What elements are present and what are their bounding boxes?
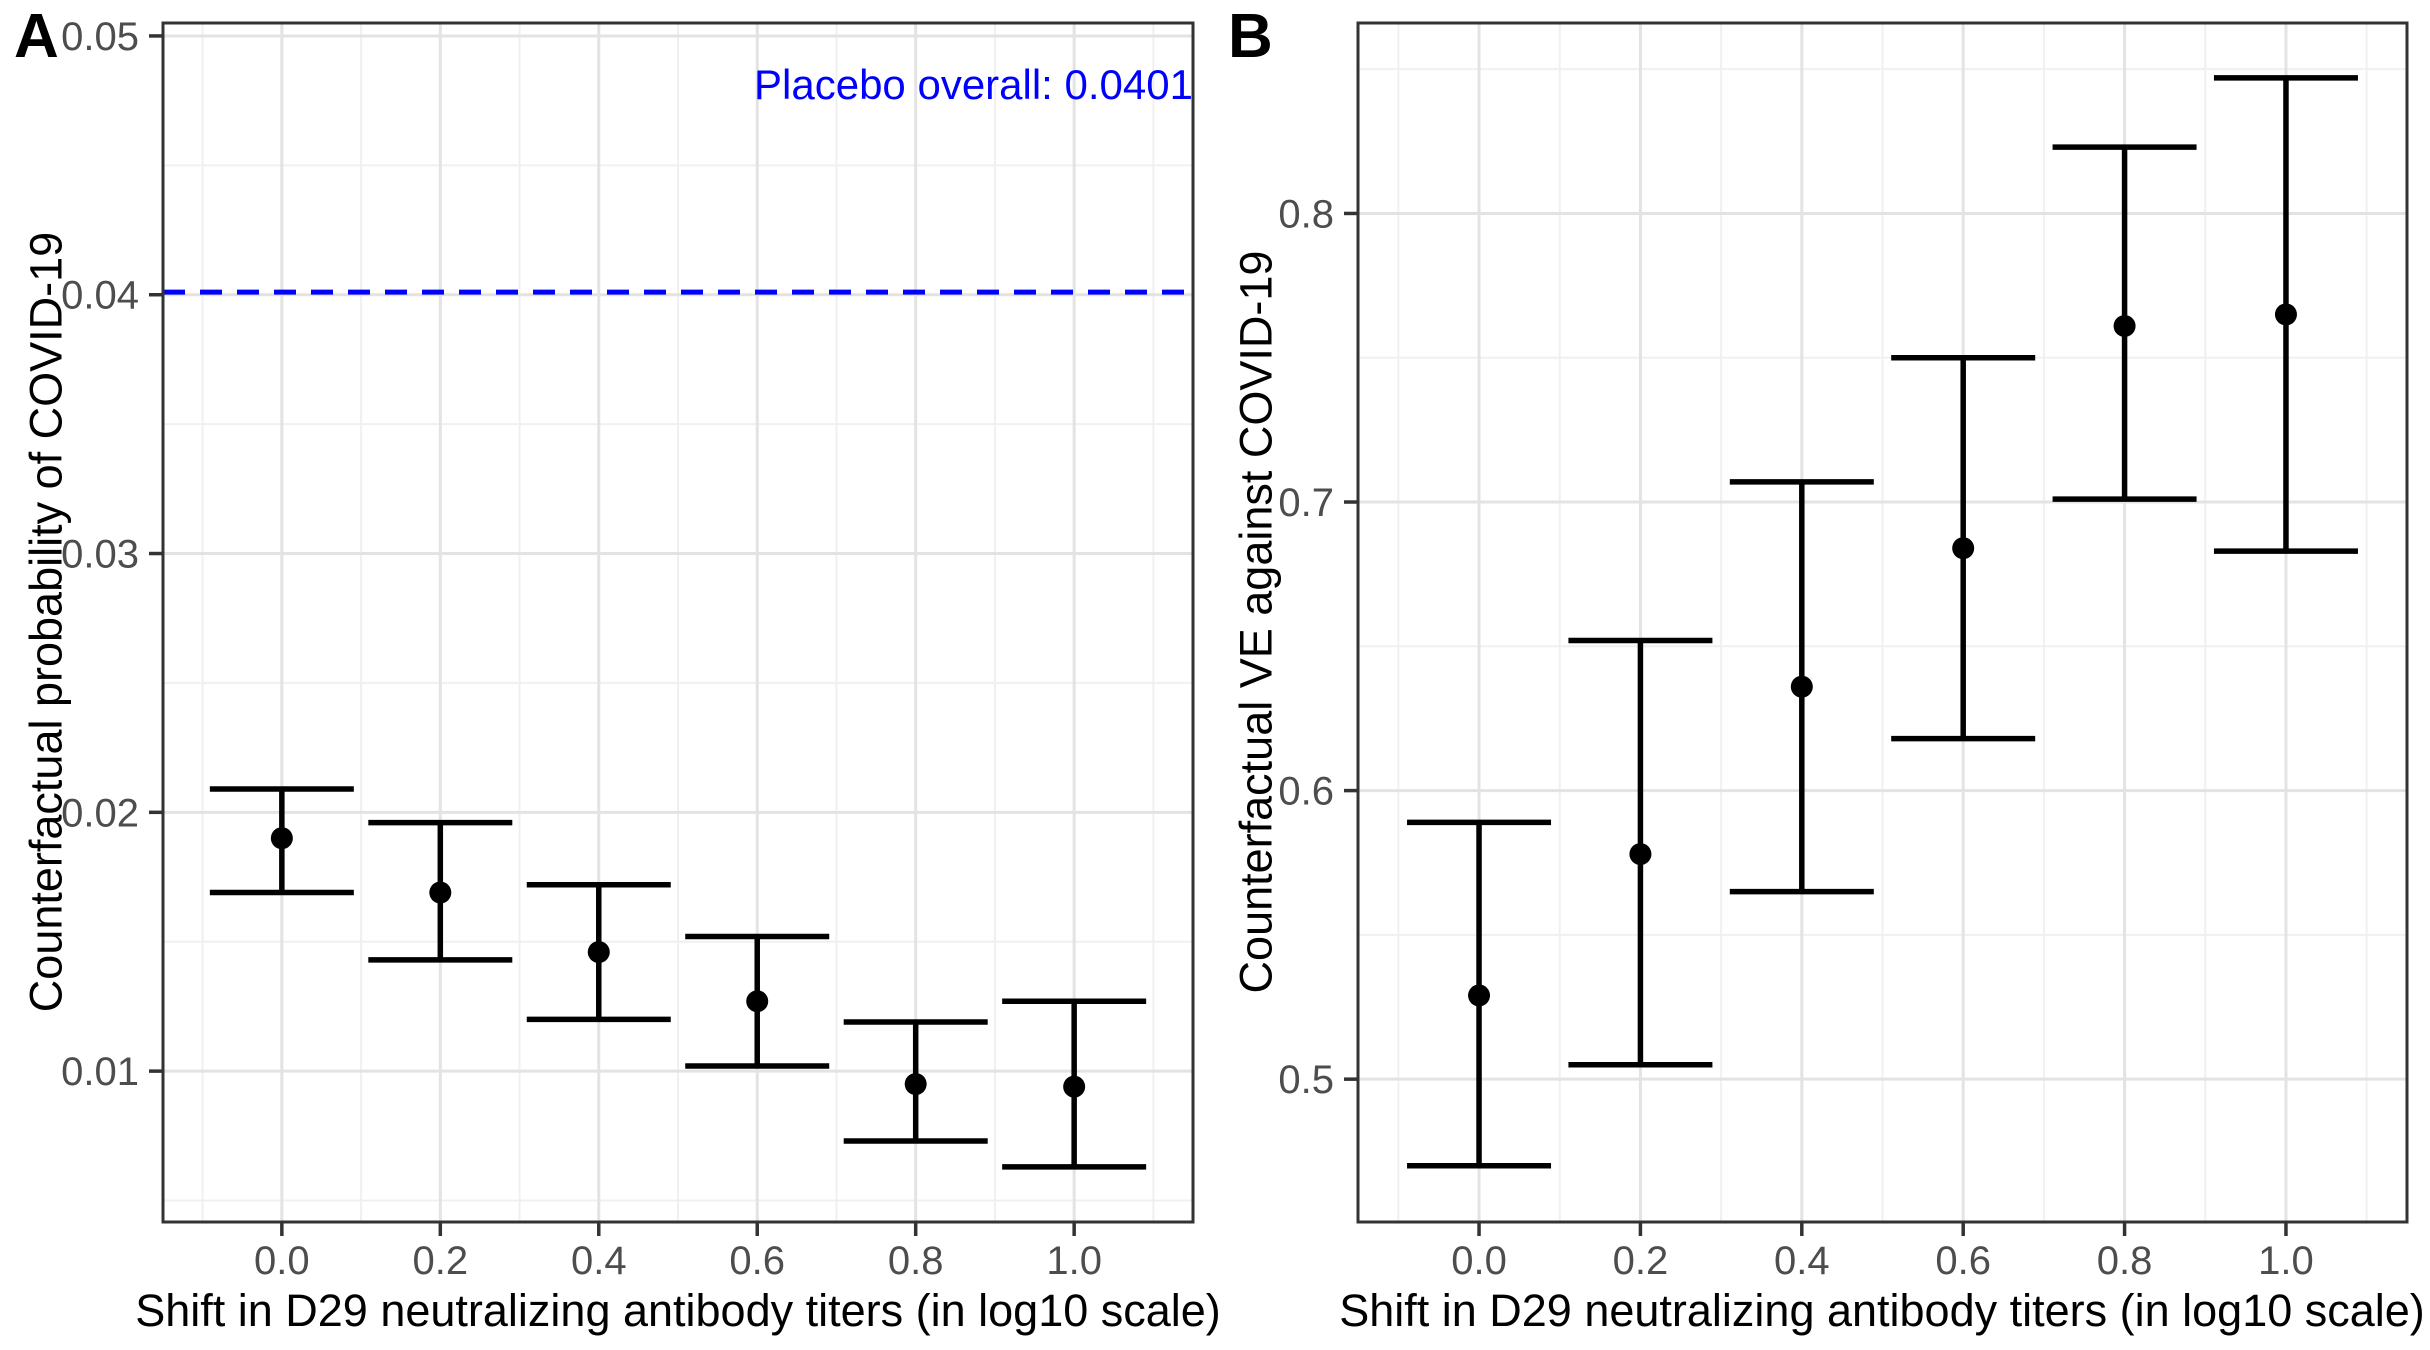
panel-a-data-point xyxy=(904,1073,927,1096)
panel-a-data-point xyxy=(587,941,610,964)
panel-a-y-tick-label: 0.01 xyxy=(61,1050,139,1094)
panel-b-data-point xyxy=(1629,843,1652,866)
panel-a-y-tick-label: 0.03 xyxy=(61,533,139,577)
panel-b-data-point xyxy=(1468,984,1491,1007)
panel-b-x-tick-label: 0.4 xyxy=(1774,1239,1830,1283)
panel-a-data-point xyxy=(429,881,452,904)
panel-b-x-axis-title: Shift in D29 neutralizing antibody titer… xyxy=(1339,1285,2425,1336)
panel-b-data-point xyxy=(1790,675,1813,698)
panel-b-label: B xyxy=(1228,2,1273,71)
panel-a-y-axis-title: Counterfactual probability of COVID-19 xyxy=(20,231,72,1013)
panel-b-x-tick-label: 0.6 xyxy=(1935,1239,1991,1283)
panel-b-x-tick-label: 0.2 xyxy=(1613,1239,1669,1283)
panel-b-data-point xyxy=(2113,314,2136,337)
panel-a-y-tick-label: 0.02 xyxy=(61,791,139,835)
panel-a-label: A xyxy=(14,2,59,71)
panel-b-y-tick-label: 0.7 xyxy=(1278,481,1334,525)
panel-b-border xyxy=(1356,21,2409,1224)
panel-a-x-tick-label: 0.0 xyxy=(254,1239,310,1283)
panel-a-y-tick-label: 0.04 xyxy=(61,274,139,318)
panel-b-y-tick-label: 0.6 xyxy=(1278,770,1334,814)
panel-b-y-tick-label: 0.8 xyxy=(1278,192,1334,236)
panel-a-x-axis-title: Shift in D29 neutralizing antibody titer… xyxy=(135,1285,1221,1336)
panel-a-x-tick-label: 1.0 xyxy=(1046,1239,1102,1283)
panel-a-x-tick-label: 0.2 xyxy=(413,1239,469,1283)
panel-a-x-tick-label: 0.4 xyxy=(571,1239,627,1283)
panel-b-data-point xyxy=(1952,537,1975,560)
panel-b-data-point xyxy=(2274,303,2297,326)
panel-a-y-tick-label: 0.05 xyxy=(61,15,139,59)
panel-a-data-point xyxy=(1063,1075,1086,1098)
panel-b-x-tick-label: 0.8 xyxy=(2097,1239,2153,1283)
panel-b-y-tick-label: 0.5 xyxy=(1278,1058,1334,1102)
panel-b-x-tick-label: 0.0 xyxy=(1451,1239,1507,1283)
panel-a-x-tick-label: 0.6 xyxy=(729,1239,785,1283)
placebo-overall-annotation: Placebo overall: 0.0401 xyxy=(754,61,1193,108)
panel-a-data-point xyxy=(270,827,293,850)
panel-a-data-point xyxy=(746,990,769,1013)
panel-b-x-tick-label: 1.0 xyxy=(2258,1239,2314,1283)
panel-a-x-tick-label: 0.8 xyxy=(888,1239,944,1283)
panel-b-y-axis-title: Counterfactual VE against COVID-19 xyxy=(1230,250,1282,994)
panel-a-border xyxy=(161,21,1195,1224)
